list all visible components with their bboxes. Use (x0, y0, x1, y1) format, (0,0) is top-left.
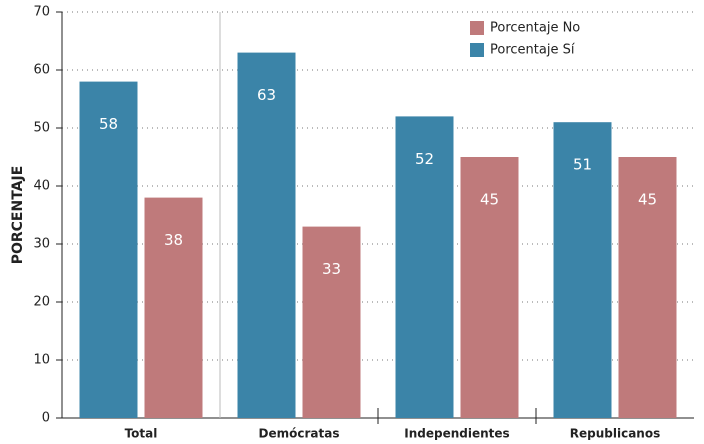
data-label: 63 (257, 86, 276, 104)
legend-swatch (470, 43, 484, 57)
bar (460, 157, 519, 418)
legend-swatch (470, 21, 484, 35)
y-tick-label: 10 (33, 353, 50, 368)
bar (553, 122, 612, 418)
bar (395, 116, 454, 419)
y-tick-label: 20 (33, 295, 50, 310)
legend-label: Porcentaje Sí (490, 43, 575, 58)
y-tick-label: 60 (33, 63, 50, 78)
y-tick-label: 0 (42, 411, 50, 426)
y-axis-label: PORCENTAJE (10, 166, 26, 265)
x-tick-label: Republicanos (570, 427, 660, 441)
bar (618, 157, 677, 418)
bar (237, 52, 296, 418)
data-label: 33 (322, 260, 341, 278)
legend-label: Porcentaje No (490, 21, 580, 36)
y-tick-label: 70 (33, 5, 50, 20)
data-label: 38 (164, 231, 183, 249)
x-tick-label: Demócratas (259, 427, 340, 441)
y-tick-label: 30 (33, 237, 50, 252)
x-tick-label: Independientes (404, 427, 509, 441)
y-tick-label: 40 (33, 179, 50, 194)
bar (302, 226, 361, 418)
data-label: 52 (415, 150, 434, 168)
x-tick-label: Total (125, 427, 158, 441)
data-label: 45 (638, 191, 657, 209)
bar (144, 197, 203, 418)
data-label: 51 (573, 156, 592, 174)
bar (79, 81, 138, 418)
data-label: 58 (99, 115, 118, 133)
y-tick-label: 50 (33, 121, 50, 136)
data-label: 45 (480, 191, 499, 209)
